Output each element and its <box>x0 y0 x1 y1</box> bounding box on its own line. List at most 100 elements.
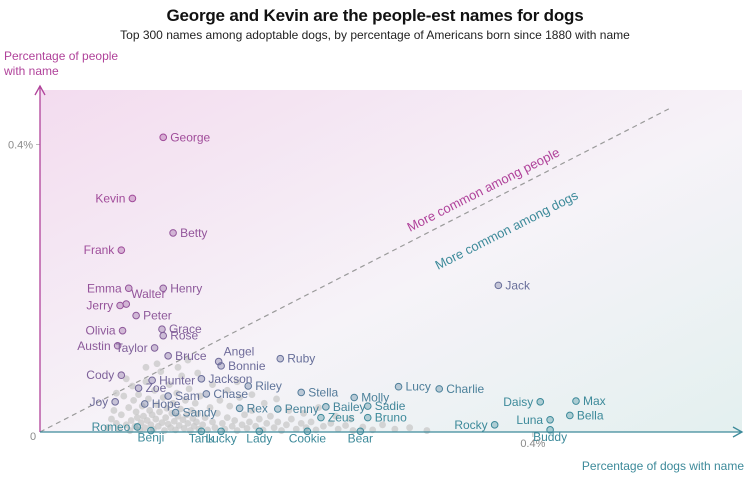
scatter-point <box>223 414 231 422</box>
point-label-henry: Henry <box>170 281 202 295</box>
scatter-point <box>406 424 414 432</box>
scatter-point <box>307 418 315 426</box>
scatter-point <box>216 396 224 404</box>
scatter-point-olivia <box>118 326 127 335</box>
scatter-point <box>188 407 195 414</box>
scatter-point-kevin <box>128 194 137 203</box>
scatter-point <box>165 381 173 388</box>
scatter-point <box>209 418 216 426</box>
point-label-lady: Lady <box>246 431 272 445</box>
scatter-point <box>228 422 236 430</box>
scatter-point <box>120 392 128 400</box>
point-label-rose: Rose <box>170 329 198 343</box>
scatter-point <box>151 386 158 394</box>
point-label-riley: Riley <box>255 379 282 393</box>
scatter-point <box>179 416 187 424</box>
scatter-point <box>173 389 181 397</box>
point-label-ruby: Ruby <box>287 352 315 366</box>
point-label-bruce: Bruce <box>175 349 207 363</box>
point-label-lucky: Lucky <box>205 431 236 445</box>
scatter-point <box>178 372 186 380</box>
scatter-point-bella <box>566 411 574 420</box>
scatter-point-emma <box>124 284 133 293</box>
scatter-point-riley <box>244 382 253 390</box>
point-label-max: Max <box>583 394 606 408</box>
point-label-bailey: Bailey <box>333 400 366 414</box>
point-label-stella: Stella <box>308 385 338 399</box>
scatter-point <box>127 417 135 424</box>
scatter-point <box>223 386 231 394</box>
scatter-point <box>231 417 239 424</box>
scatter-point <box>243 425 251 432</box>
point-label-daisy: Daisy <box>503 395 533 409</box>
scatter-point <box>130 396 138 404</box>
scatter-point <box>287 415 295 423</box>
scatter-point <box>248 391 256 399</box>
scatter-point-daisy <box>536 398 545 406</box>
point-label-chase: Chase <box>213 387 248 401</box>
scatter-point <box>300 409 308 417</box>
point-label-walter: Walter <box>131 287 165 301</box>
scatter-point-bonnie <box>217 362 225 370</box>
scatter-point <box>133 414 141 422</box>
scatter-point <box>221 425 229 433</box>
scatter-point <box>327 419 335 427</box>
point-label-benji: Benji <box>138 431 165 445</box>
scatter-point-frank <box>117 246 126 254</box>
scatter-point <box>248 407 256 414</box>
scatter-point <box>163 404 171 412</box>
scatter-point-bruce <box>164 352 172 360</box>
scatter-point <box>246 418 253 426</box>
scatter-point-charlie <box>435 385 444 393</box>
scatter-point <box>110 407 118 414</box>
scatter-point-molly <box>350 393 358 402</box>
point-label-frank: Frank <box>84 243 116 257</box>
y-axis-arrow <box>34 84 46 96</box>
scatter-point-bailey <box>322 403 330 411</box>
scatter-point-betty <box>169 229 177 237</box>
scatter-point-george <box>159 133 168 142</box>
scatter-point <box>181 396 189 404</box>
scatter-point <box>252 422 260 430</box>
point-label-jack: Jack <box>505 278 531 292</box>
scatter-point <box>423 427 431 434</box>
point-label-bella: Bella <box>577 408 604 422</box>
scatter-point-max <box>572 397 580 405</box>
scatter-point-walter <box>122 300 131 308</box>
scatter-point-joy <box>111 398 119 406</box>
scatter-point <box>125 404 133 411</box>
point-label-charlie: Charlie <box>446 382 484 396</box>
scatter-point <box>347 415 354 423</box>
scatter-point <box>142 363 150 371</box>
point-label-sam: Sam <box>175 389 200 403</box>
scatter-point <box>255 415 263 423</box>
point-label-olivia: Olivia <box>86 324 116 338</box>
scatter-point <box>260 399 268 407</box>
point-label-zoe: Zoe <box>146 381 167 395</box>
scatter-point <box>108 415 115 423</box>
scatter-point <box>218 419 226 427</box>
point-label-peter: Peter <box>143 309 172 323</box>
scatter-point <box>359 423 367 431</box>
scatter-point-luna <box>546 415 554 424</box>
scatter-point-tank <box>197 427 206 436</box>
scatter-point <box>274 418 282 426</box>
scatter-point <box>141 424 149 432</box>
scatter-point-sadie <box>363 402 372 410</box>
scatter-point <box>157 368 165 376</box>
scatter-point <box>145 395 152 403</box>
scatter-point <box>175 422 183 429</box>
scatter-point <box>153 360 161 368</box>
scatter-point <box>342 422 349 429</box>
scatter-point <box>169 399 177 407</box>
point-label-bear: Bear <box>348 431 373 445</box>
scatter-point-angel <box>214 357 223 366</box>
point-label-sandy: Sandy <box>183 406 217 420</box>
scatter-point <box>180 425 188 432</box>
scatter-point <box>263 419 271 427</box>
scatter-point-zoe <box>134 384 143 392</box>
scatter-point-cody <box>117 371 126 380</box>
scatter-point-austin <box>113 341 122 350</box>
scatter-point <box>391 425 399 433</box>
